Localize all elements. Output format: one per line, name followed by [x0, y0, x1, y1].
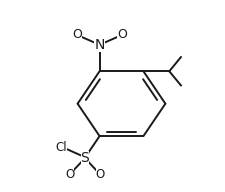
Text: N: N	[94, 38, 105, 52]
Text: O: O	[65, 168, 74, 180]
Text: S: S	[81, 151, 89, 165]
Text: O: O	[72, 28, 82, 41]
Text: Cl: Cl	[56, 141, 67, 154]
Text: O: O	[117, 28, 127, 41]
Text: O: O	[96, 168, 105, 180]
